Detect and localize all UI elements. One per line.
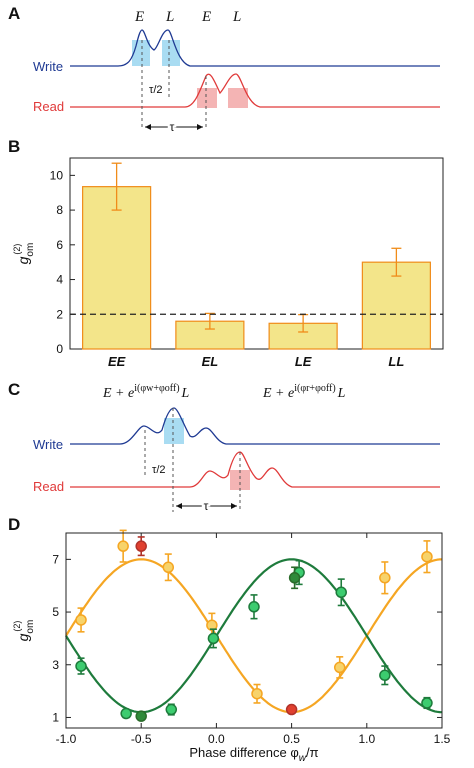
data-point-series-1 bbox=[335, 586, 347, 599]
y-tick-label-b: 2 bbox=[56, 307, 63, 321]
x-tick-label-el: EL bbox=[202, 354, 219, 369]
y-tick-label-d: 1 bbox=[52, 710, 59, 724]
write-pulse-highlight-c bbox=[164, 418, 184, 444]
x-axis-label-d: Phase difference φw/π bbox=[189, 745, 318, 764]
data-point-series-0 bbox=[421, 550, 433, 563]
y-tick-label-b: 8 bbox=[56, 203, 63, 217]
y-axis-label-b: gom(2) bbox=[12, 243, 36, 265]
pulse-label-l-write: L bbox=[165, 9, 174, 25]
write-label-a: Write bbox=[33, 59, 63, 74]
data-point-series-0 bbox=[379, 572, 391, 584]
data-point-series-1 bbox=[75, 660, 87, 672]
x-tick-label-d: -0.5 bbox=[131, 732, 152, 746]
tau-arrowhead-right-c bbox=[231, 503, 237, 509]
bar-chart: 0 2 4 6 8 10 gom(2) EE EL LE LL bbox=[12, 157, 444, 369]
data-point-series-2 bbox=[135, 710, 147, 722]
read-state-label: E + ei(φr+φoff) L bbox=[262, 383, 346, 401]
pulse-label-e-read: E bbox=[201, 9, 211, 25]
x-tick-label-d: -1.0 bbox=[56, 732, 77, 746]
data-point-series-0 bbox=[333, 661, 346, 674]
bar-ee bbox=[82, 186, 152, 350]
half-tau-label-c: τ/2 bbox=[152, 464, 166, 476]
read-label-a: Read bbox=[33, 99, 64, 114]
tau-label-c: τ bbox=[204, 499, 209, 513]
y-tick-label-b: 6 bbox=[56, 238, 63, 252]
plot-frame-b bbox=[69, 157, 444, 350]
data-point-series-3 bbox=[285, 703, 298, 716]
data-point-series-1 bbox=[207, 632, 220, 645]
data-point-series-1 bbox=[165, 703, 178, 716]
y-tick-label-b: 4 bbox=[56, 273, 63, 287]
data-point-series-0 bbox=[206, 619, 218, 631]
data-point-series-0 bbox=[162, 561, 175, 574]
panel-a: A E L E L Write Read τ/2 τ bbox=[8, 4, 440, 136]
read-pulse-l-highlight bbox=[228, 88, 248, 108]
panel-c: C E + ei(φw+φoff) L E + ei(φr+φoff) L Writ… bbox=[8, 380, 440, 515]
data-point-series-0 bbox=[117, 540, 129, 552]
x-tick-label-d: 0.5 bbox=[283, 732, 300, 746]
bar-el bbox=[175, 320, 245, 350]
write-label-c: Write bbox=[33, 437, 63, 452]
x-tick-label-ll: LL bbox=[388, 354, 404, 369]
panel-c-label: C bbox=[8, 380, 20, 399]
phase-scatter-chart: -1.0 -0.5 0.0 0.5 1.0 1.5 1 3 5 7 gom(2) Phase diff… bbox=[12, 529, 451, 764]
data-point-series-2 bbox=[288, 572, 301, 584]
data-point-series-1 bbox=[379, 669, 391, 682]
data-point-series-1 bbox=[120, 707, 132, 720]
read-label-c: Read bbox=[33, 479, 64, 494]
x-tick-label-d: 1.5 bbox=[434, 732, 451, 746]
y-tick-label-d: 5 bbox=[52, 605, 59, 619]
y-tick-label-b: 0 bbox=[56, 342, 63, 356]
read-trace-a bbox=[70, 73, 440, 108]
read-pulse-e-highlight bbox=[197, 88, 217, 108]
plot-frame-d bbox=[65, 532, 443, 729]
data-point-series-0 bbox=[251, 687, 263, 700]
panel-d: D -1.0 -0.5 0.0 0.5 1.0 1.5 1 3 5 7 gom(2) Phase di… bbox=[8, 515, 451, 764]
pulse-label-e-write: E bbox=[134, 9, 144, 25]
read-pulse-highlight-c bbox=[230, 470, 250, 490]
panel-a-label: A bbox=[8, 4, 20, 23]
x-tick-label-d: 1.0 bbox=[358, 732, 375, 746]
write-trace-c bbox=[70, 407, 440, 445]
data-point-series-0 bbox=[75, 614, 87, 626]
x-tick-label-le: LE bbox=[295, 354, 312, 369]
panel-d-label: D bbox=[8, 515, 20, 534]
panel-b: B 0 2 4 6 8 10 gom(2) EE EL LE LL bbox=[8, 137, 444, 369]
x-tick-label-ee: EE bbox=[108, 354, 126, 369]
write-pulse-e-highlight bbox=[132, 40, 150, 66]
data-point-series-3 bbox=[135, 540, 147, 552]
half-tau-label-a: τ/2 bbox=[149, 84, 163, 96]
tau-label-a: τ bbox=[170, 120, 175, 134]
bar-le bbox=[268, 322, 338, 350]
data-point-series-1 bbox=[421, 697, 433, 709]
write-trace-a bbox=[70, 29, 440, 67]
panel-b-label: B bbox=[8, 137, 20, 156]
tau-arrowhead-right-a bbox=[197, 124, 203, 130]
x-tick-label-d: 0.0 bbox=[208, 732, 225, 746]
y-axis-label-d: gom(2) bbox=[12, 620, 36, 642]
read-trace-c bbox=[70, 451, 440, 488]
y-tick-label-d: 3 bbox=[52, 658, 59, 672]
y-tick-label-b: 10 bbox=[50, 168, 64, 182]
y-tick-label-d: 7 bbox=[52, 552, 59, 566]
tau-arrowhead-left-a bbox=[145, 124, 151, 130]
pulse-label-l-read: L bbox=[232, 9, 241, 25]
data-point-series-1 bbox=[248, 601, 260, 613]
tau-arrowhead-left-c bbox=[176, 503, 182, 509]
write-state-label: E + ei(φw+φoff) L bbox=[102, 383, 190, 401]
write-pulse-l-highlight bbox=[162, 40, 180, 66]
